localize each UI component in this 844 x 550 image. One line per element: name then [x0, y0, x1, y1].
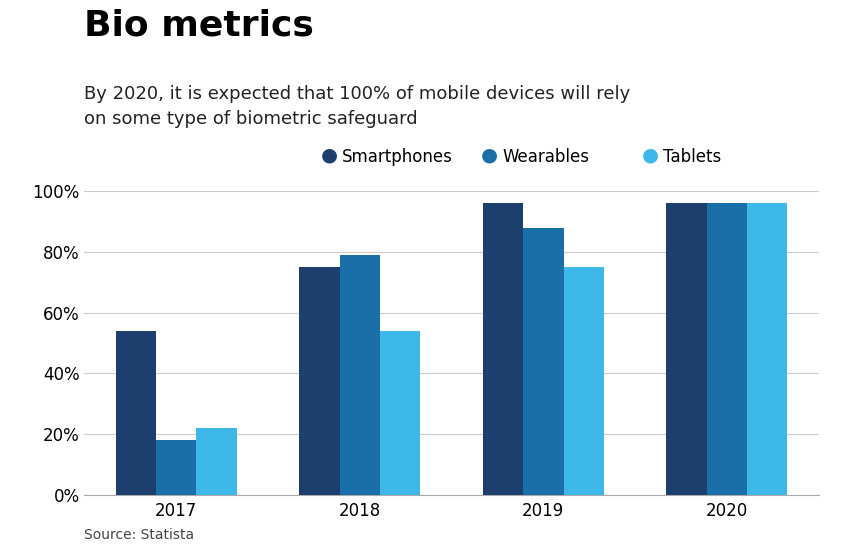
Bar	[747, 204, 787, 495]
Text: Bio metrics: Bio metrics	[84, 8, 314, 42]
Text: By 2020, it is expected that 100% of mobile devices will rely
on some type of bi: By 2020, it is expected that 100% of mob…	[84, 85, 630, 128]
Bar	[339, 255, 380, 495]
Bar	[380, 331, 420, 495]
Bar	[156, 441, 197, 495]
Text: ●: ●	[641, 146, 658, 164]
Text: Source: Statista: Source: Statista	[84, 528, 194, 542]
Bar	[666, 204, 706, 495]
Bar	[483, 204, 523, 495]
Bar	[523, 228, 564, 495]
Bar	[564, 267, 604, 495]
Bar	[116, 331, 156, 495]
Text: ●: ●	[481, 146, 498, 164]
Bar	[299, 267, 339, 495]
Bar	[197, 428, 237, 495]
Text: Tablets: Tablets	[663, 148, 721, 166]
Text: Wearables: Wearables	[502, 148, 589, 166]
Text: ●: ●	[321, 146, 338, 164]
Text: Smartphones: Smartphones	[342, 148, 452, 166]
Bar	[706, 204, 747, 495]
